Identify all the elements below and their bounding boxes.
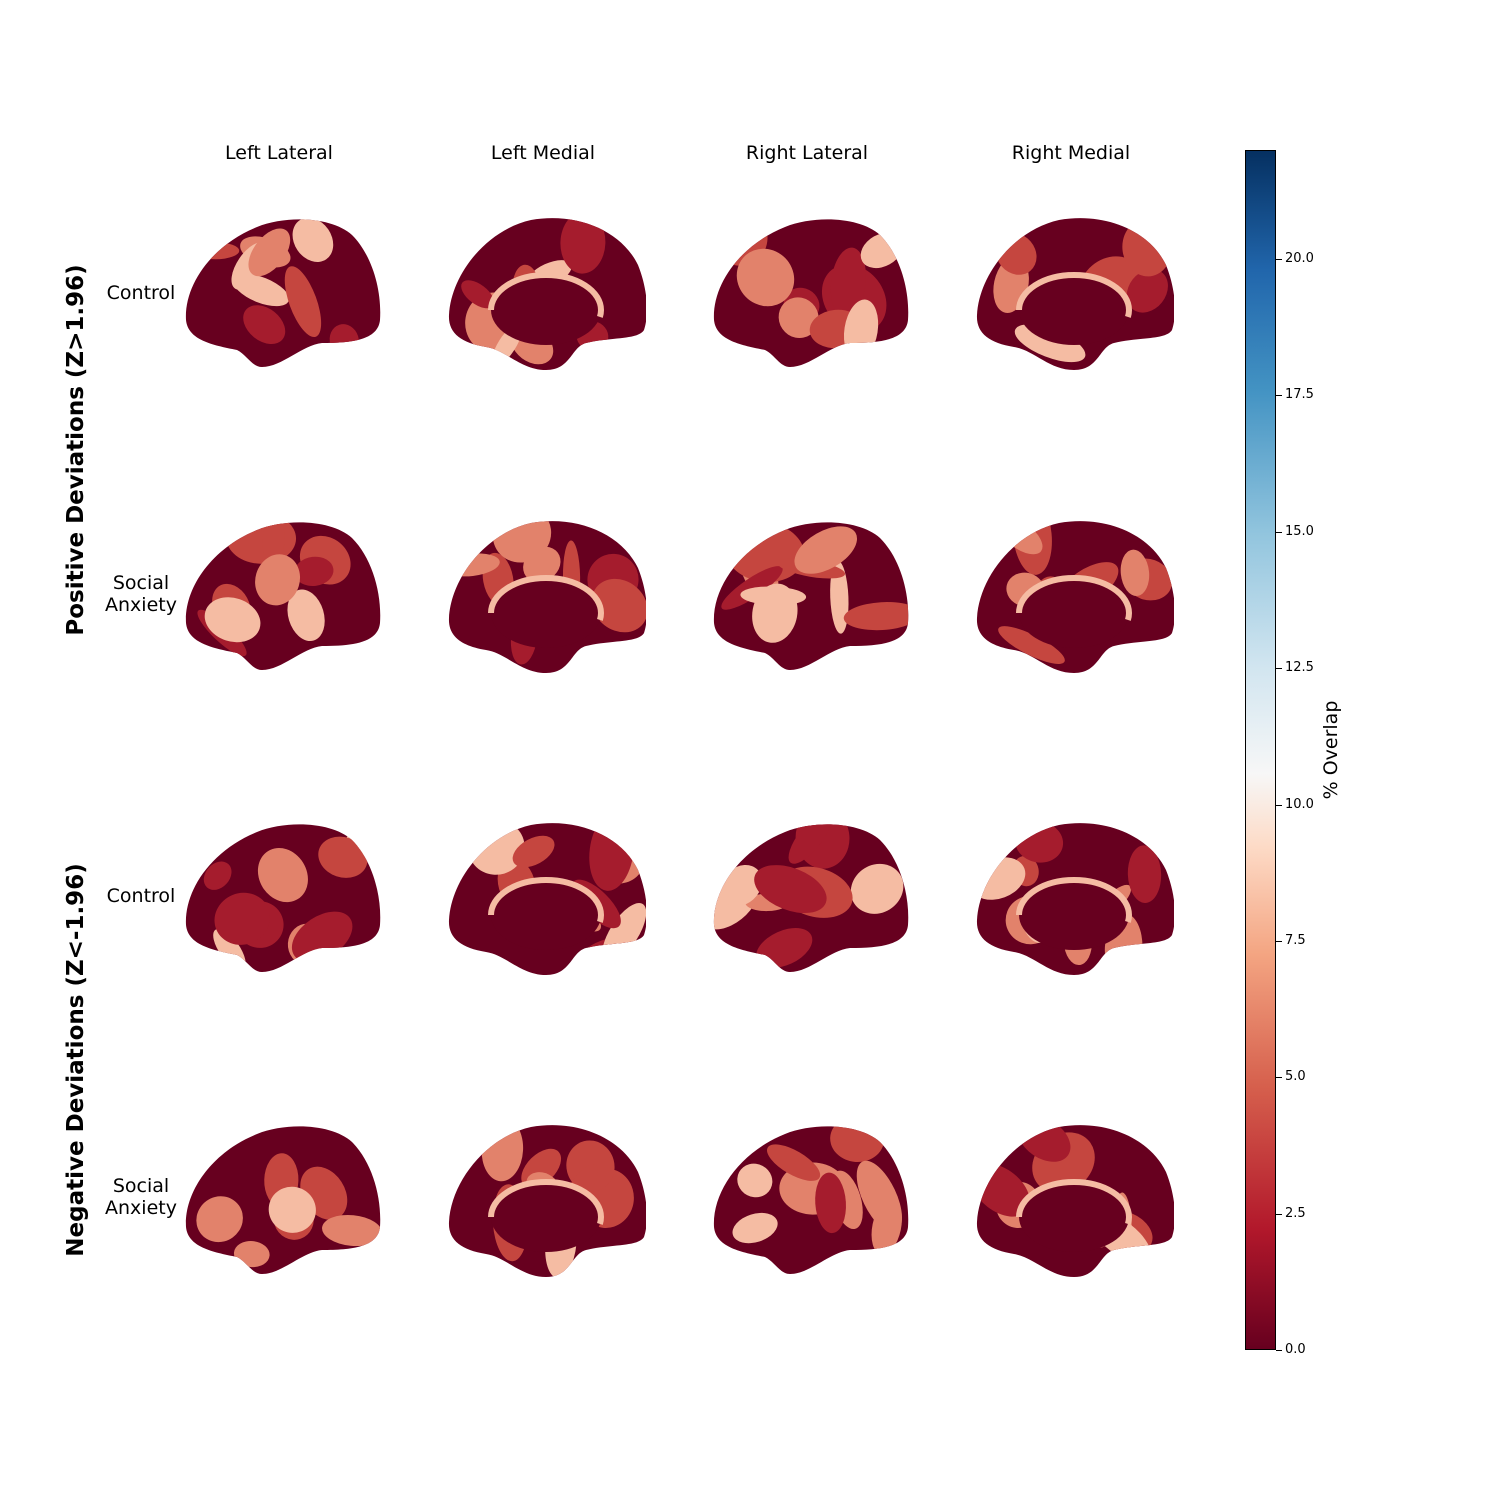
brain-right-medial-row-3 <box>974 820 1174 980</box>
colorbar-tick <box>1276 395 1282 397</box>
colorbar-tick-label: 5.0 <box>1285 1069 1306 1085</box>
colorbar-tick <box>1276 259 1282 261</box>
colorbar-tick-label: 12.5 <box>1285 660 1314 676</box>
colorbar <box>1245 150 1276 1350</box>
brain-right-lateral-row-2 <box>710 518 910 678</box>
column-title-right-medial: Right Medial <box>1011 142 1131 164</box>
colorbar-tick-label: 17.5 <box>1285 387 1314 403</box>
brain-left-lateral-row-2 <box>182 518 382 678</box>
row-label-negative-social-anxiety: Social Anxiety <box>86 1175 196 1219</box>
brain-right-medial-row-4 <box>974 1122 1174 1282</box>
brain-left-lateral-row-4 <box>182 1122 382 1282</box>
column-title-left-medial: Left Medial <box>490 142 596 164</box>
brain-right-lateral-row-1 <box>710 215 910 375</box>
brain-right-medial-row-1 <box>974 215 1174 375</box>
colorbar-label: % Overlap <box>1320 700 1342 800</box>
colorbar-tick <box>1276 1350 1282 1351</box>
brain-right-medial-row-2 <box>974 518 1174 678</box>
colorbar-tick-label: 7.5 <box>1285 932 1306 948</box>
brain-left-medial-row-3 <box>446 820 646 980</box>
colorbar-tick <box>1276 668 1282 670</box>
brain-left-lateral-row-1 <box>182 215 382 375</box>
row-label-positive-social-anxiety: Social Anxiety <box>86 572 196 616</box>
colorbar-tick <box>1276 1077 1282 1079</box>
column-title-left-lateral: Left Lateral <box>225 142 333 164</box>
colorbar-tick-label: 15.0 <box>1285 523 1314 539</box>
brain-left-medial-row-4 <box>446 1122 646 1282</box>
brain-right-lateral-row-3 <box>710 820 910 980</box>
brain-left-medial-row-1 <box>446 215 646 375</box>
colorbar-tick <box>1276 940 1282 942</box>
row-label-positive-control: Control <box>106 282 176 304</box>
row-label-negative-control: Control <box>106 885 176 907</box>
colorbar-tick <box>1276 804 1282 806</box>
column-title-right-lateral: Right Lateral <box>745 142 869 164</box>
colorbar-tick-label: 20.0 <box>1285 251 1314 267</box>
row-label-line: Social Anxiety <box>105 572 177 616</box>
colorbar-tick-label: 10.0 <box>1285 796 1314 812</box>
colorbar-tick <box>1276 531 1282 533</box>
brain-right-lateral-row-4 <box>710 1122 910 1282</box>
colorbar-tick <box>1276 1213 1282 1215</box>
brain-left-lateral-row-3 <box>182 820 382 980</box>
colorbar-tick-label: 0.0 <box>1285 1342 1306 1357</box>
brain-left-medial-row-2 <box>446 518 646 678</box>
colorbar-tick-label: 2.5 <box>1285 1205 1306 1221</box>
row-label-line: Social Anxiety <box>105 1175 177 1219</box>
